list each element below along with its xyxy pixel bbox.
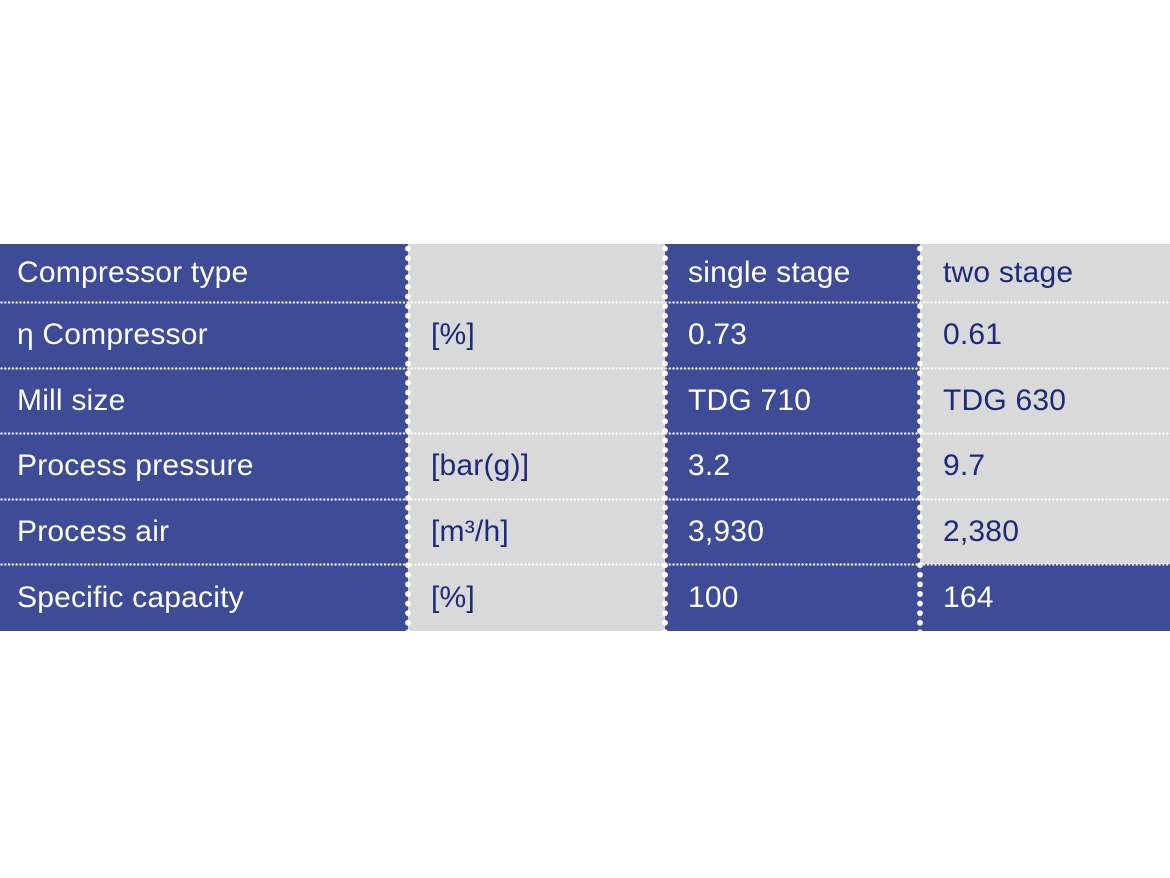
value-specific-capacity-two-stage-highlighted: 164 [920,564,1170,631]
value-mill-size-two-stage: TDG 630 [920,368,1170,433]
compressor-comparison-table: Compressor type single stage two stage η… [0,244,1170,631]
unit-cell-process-air: [m³/h] [408,499,665,564]
row-label-process-air: Process air [0,499,408,564]
value-process-pressure-single-stage: 3.2 [665,433,920,499]
value-eta-compressor-two-stage: 0.61 [920,302,1170,368]
value-mill-size-single-stage: TDG 710 [665,368,920,433]
row-label-specific-capacity: Specific capacity [0,564,408,631]
value-process-air-single-stage: 3,930 [665,499,920,564]
row-label-mill-size: Mill size [0,368,408,433]
row-label-eta-compressor: η Compressor [0,302,408,368]
row-label-process-pressure: Process pressure [0,433,408,499]
value-eta-compressor-single-stage: 0.73 [665,302,920,368]
unit-cell-process-pressure: [bar(g)] [408,433,665,499]
value-process-pressure-two-stage: 9.7 [920,433,1170,499]
row-label-compressor-type: Compressor type [0,244,408,302]
column-header-single-stage: single stage [665,244,920,302]
value-process-air-two-stage: 2,380 [920,499,1170,564]
value-specific-capacity-single-stage: 100 [665,564,920,631]
unit-cell-compressor-type [408,244,665,302]
column-header-two-stage: two stage [920,244,1170,302]
unit-cell-specific-capacity: [%] [408,564,665,631]
unit-cell-eta-compressor: [%] [408,302,665,368]
unit-cell-mill-size [408,368,665,433]
